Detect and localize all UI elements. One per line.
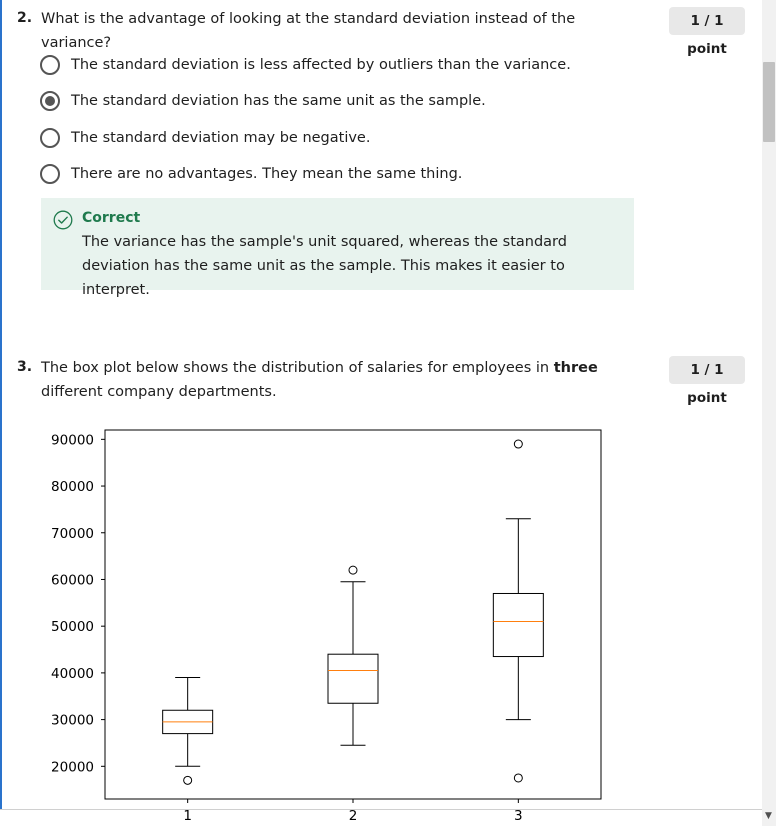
question-3-text-start: The box plot below shows the distributio… [41,360,554,376]
radio-button[interactable] [40,55,60,75]
feedback-text: The variance has the sample's unit squar… [82,234,567,298]
radio-button[interactable] [40,164,60,184]
outlier-point [348,565,358,575]
question-3-text: The box plot below shows the distributio… [41,356,616,404]
option-label: The standard deviation is less affected … [71,57,571,73]
option-label: The standard deviation has the same unit… [71,93,486,109]
question-2-number: 2. [17,10,33,26]
y-tick-label: 40000 [51,666,94,682]
feedback-title: Correct [82,210,141,226]
y-tick-label: 80000 [51,479,94,495]
scrollbar-thumb[interactable] [763,62,775,142]
scroll-down-arrow-icon[interactable]: ▼ [765,811,772,821]
radio-button[interactable] [40,128,60,148]
outlier-point [513,773,523,783]
outlier-point [513,439,523,449]
feedback-panel: Correct The variance has the sample's un… [41,198,634,298]
check-circle-icon [53,210,73,230]
question-3-text-end: different company departments. [41,384,277,400]
question-2-option-3[interactable]: The standard deviation may be negative. [40,127,370,149]
question-2-option-4[interactable]: There are no advantages. They mean the s… [40,163,462,185]
box-3 [492,439,544,783]
question-2-text: What is the advantage of looking at the … [41,11,576,51]
y-axis: 20000 30000 40000 50000 60000 70000 80000 90000 [51,432,105,775]
content-divider [0,809,762,810]
question-3-points-badge: 1 / 1 point [669,356,745,406]
y-tick-label: 20000 [51,759,94,775]
boxes [162,439,544,785]
iqr-box [327,653,379,704]
radio-button-selected[interactable] [40,91,60,111]
box-2 [327,565,379,746]
y-tick-label: 60000 [51,572,94,588]
question-2-points-badge: 1 / 1 point [669,7,745,57]
question-2-option-2[interactable]: The standard deviation has the same unit… [40,90,486,112]
vertical-scrollbar[interactable] [762,0,776,826]
y-tick-label: 70000 [51,526,94,542]
iqr-box [492,592,544,658]
x-tick-label: 1 [183,808,192,824]
option-label: The standard deviation may be negative. [71,130,371,146]
question-3-number: 3. [17,359,33,375]
x-axis: 1 2 3 [183,799,523,824]
y-tick-label: 30000 [51,713,94,729]
box-1 [162,677,214,785]
question-accent-rule [0,0,2,810]
y-tick-label: 90000 [51,432,94,448]
x-tick-label: 3 [514,808,523,824]
x-tick-label: 2 [349,808,358,824]
outlier-point [183,775,193,785]
question-2-option-1[interactable]: The standard deviation is less affected … [40,54,571,76]
y-tick-label: 50000 [51,619,94,635]
question-3-text-emphasis: three [553,360,598,376]
option-label: There are no advantages. They mean the s… [71,166,463,182]
